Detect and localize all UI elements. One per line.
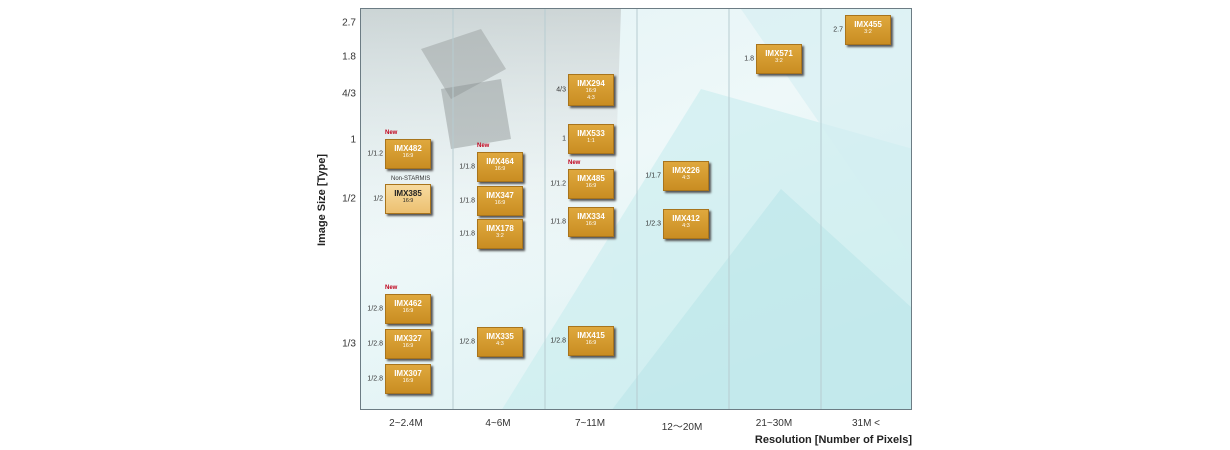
tag-label: New bbox=[568, 160, 581, 166]
x-axis-title: Resolution [Number of Pixels] bbox=[754, 434, 912, 446]
size-label: 1/2.8 bbox=[459, 338, 475, 346]
sensor-name: IMX482 bbox=[394, 144, 422, 153]
sensor-name: IMX335 bbox=[486, 332, 514, 341]
sensor-name: IMX462 bbox=[394, 299, 422, 308]
size-label: 1.8 bbox=[744, 55, 754, 63]
sensor-box: IMX335 4:3 bbox=[477, 327, 523, 357]
aspect-ratio: 16:9 bbox=[585, 340, 597, 346]
sensor-box: IMX327 16:9 bbox=[385, 329, 431, 359]
sensor-name: IMX412 bbox=[672, 214, 700, 223]
sensor-box: IMX455 3:2 bbox=[845, 15, 891, 45]
sensor-name: IMX464 bbox=[486, 157, 514, 166]
aspect-ratio: 16:9 bbox=[494, 200, 506, 206]
x-label: 4~6M bbox=[485, 418, 511, 429]
sensor-name: IMX307 bbox=[394, 369, 422, 378]
aspect-ratio: 16:9 bbox=[402, 343, 414, 349]
sensor-box: IMX347 16:9 bbox=[477, 186, 523, 216]
sensor-box: IMX178 3:2 bbox=[477, 219, 523, 249]
background-art bbox=[361, 9, 911, 409]
x-label: 31M < bbox=[851, 418, 881, 429]
sensor-box: IMX571 3:2 bbox=[756, 44, 802, 74]
aspect-ratio: 3:2 bbox=[496, 233, 504, 239]
x-label: 2~2.4M bbox=[389, 418, 423, 429]
sensor-name: IMX571 bbox=[765, 49, 793, 58]
aspect-ratio: 16:9 bbox=[494, 166, 506, 172]
sensor-box: IMX485 16:9 bbox=[568, 169, 614, 199]
tag-label: New bbox=[385, 130, 398, 136]
size-label: 1/1.8 bbox=[459, 163, 475, 171]
aspect-ratio: 1:1 bbox=[587, 138, 595, 144]
tag-label: New bbox=[477, 143, 490, 149]
sensor-name: IMX178 bbox=[486, 224, 514, 233]
sensor-box: IMX385 16:9 bbox=[385, 184, 431, 214]
size-label: 1/2.8 bbox=[367, 305, 383, 313]
sensor-box: IMX415 16:9 bbox=[568, 326, 614, 356]
aspect-ratio: 4:3 bbox=[496, 341, 504, 347]
sensor-name: IMX334 bbox=[577, 212, 605, 221]
sensor-name: IMX385 bbox=[394, 189, 422, 198]
y-label: 1 bbox=[350, 134, 356, 146]
sensor-box: IMX462 16:9 bbox=[385, 294, 431, 324]
aspect-ratio: 4:3 bbox=[682, 175, 690, 181]
y-axis-title: Image Size [Type] bbox=[316, 153, 328, 247]
sensor-box: IMX482 16:9 bbox=[385, 139, 431, 169]
y-label: 1.8 bbox=[342, 51, 356, 63]
size-label: 2.7 bbox=[833, 26, 843, 34]
sensor-box: IMX464 16:9 bbox=[477, 152, 523, 182]
size-label: 1/1.2 bbox=[367, 150, 383, 158]
size-label: 1/2.8 bbox=[367, 375, 383, 383]
plot-area bbox=[360, 8, 912, 410]
x-label: 21~30M bbox=[755, 418, 793, 429]
sensor-box: IMX294 16:9 4:3 bbox=[568, 74, 614, 106]
size-label: 1/1.8 bbox=[459, 197, 475, 205]
sensor-name: IMX485 bbox=[577, 174, 605, 183]
size-label: 4/3 bbox=[556, 86, 566, 94]
y-label: 1/2 bbox=[342, 193, 356, 205]
size-label: 1/1.8 bbox=[550, 218, 566, 226]
aspect-ratio: 16:9 bbox=[402, 153, 414, 159]
sensor-name: IMX415 bbox=[577, 331, 605, 340]
size-label: 1/2 bbox=[373, 195, 383, 203]
y-label: 1/3 bbox=[342, 338, 356, 350]
size-label: 1/1.8 bbox=[459, 230, 475, 238]
aspect-ratio: 4:3 bbox=[682, 223, 690, 229]
aspect-ratio: 16:9 bbox=[585, 88, 597, 94]
size-label: 1 bbox=[562, 135, 566, 143]
sensor-name: IMX226 bbox=[672, 166, 700, 175]
aspect-ratio: 16:9 bbox=[402, 198, 414, 204]
sensor-box: IMX307 16:9 bbox=[385, 364, 431, 394]
sensor-box: IMX226 4:3 bbox=[663, 161, 709, 191]
y-label: 2.7 bbox=[342, 17, 356, 29]
aspect-ratio: 4:3 bbox=[587, 95, 595, 101]
aspect-ratio: 16:9 bbox=[585, 221, 597, 227]
y-label: 4/3 bbox=[342, 88, 356, 100]
tag-label: Non-STARMIS bbox=[391, 176, 431, 182]
size-label: 1/2.8 bbox=[367, 340, 383, 348]
x-label: 12〜20M bbox=[661, 422, 703, 433]
sensor-name: IMX533 bbox=[577, 129, 605, 138]
aspect-ratio: 3:2 bbox=[864, 29, 872, 35]
sensor-name: IMX347 bbox=[486, 191, 514, 200]
size-label: 1/2.3 bbox=[645, 220, 661, 228]
size-label: 1/1.7 bbox=[645, 172, 661, 180]
aspect-ratio: 16:9 bbox=[402, 378, 414, 384]
size-label: 1/1.2 bbox=[550, 180, 566, 188]
sensor-name: IMX455 bbox=[854, 20, 882, 29]
aspect-ratio: 16:9 bbox=[402, 308, 414, 314]
sensor-name: IMX327 bbox=[394, 334, 422, 343]
size-label: 1/2.8 bbox=[550, 337, 566, 345]
sensor-box: IMX334 16:9 bbox=[568, 207, 614, 237]
aspect-ratio: 3:2 bbox=[775, 58, 783, 64]
tag-label: New bbox=[385, 285, 398, 291]
sensor-box: IMX412 4:3 bbox=[663, 209, 709, 239]
sensor-name: IMX294 bbox=[577, 79, 605, 88]
x-label: 7~11M bbox=[574, 418, 606, 429]
sensor-box: IMX533 1:1 bbox=[568, 124, 614, 154]
aspect-ratio: 16:9 bbox=[585, 183, 597, 189]
